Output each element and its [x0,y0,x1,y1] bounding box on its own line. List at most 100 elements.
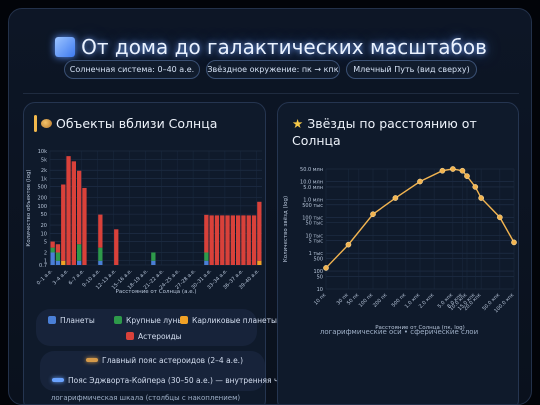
y-tick-label: 100 [313,269,323,275]
page-title-text: От дома до галактических масштабов [81,35,487,59]
y-axis-label: Количество звёзд (log) [283,196,289,262]
bar-segment [236,215,241,265]
y-tick-label: 100 тыс [302,215,323,221]
page-title: От дома до галактических масштабов [9,35,531,59]
x-axis-label: Расстояние от Солнца (пк, log) [375,325,465,331]
data-point [459,167,466,174]
card-stars-distance: ★ Звёзды по расстоянию от Солнца 50.0 млн… [277,102,519,404]
y-tick-label: 0.7 [39,263,47,269]
bar-segment [214,215,220,265]
legend-moons-label: Крупные луны [126,316,184,325]
y-tick-label: 1 [44,259,47,265]
y-tick-label: 500 тыс [302,203,323,209]
bar-chart: 10k 5k 2k 1k 500 200 100 50 20 10 5 2 10.7 Количество… [26,149,262,295]
data-point [345,241,352,248]
legend-asteroids-swatch [126,332,134,340]
y-tick-label: 1 тыс [309,251,324,257]
y-tick-label: 2 [44,250,47,256]
y-tick-label: 50 [317,274,323,280]
bar-segment [61,260,66,265]
y-tick-label: 20 [41,223,47,229]
data-point [478,195,484,201]
y-tick-label: 200 [37,196,47,202]
bar-segment [225,215,230,265]
bar-segment [230,215,235,265]
planet-emoji-icon [41,119,52,128]
data-point [464,173,470,179]
bar-segment [151,260,156,265]
bar-segment [257,201,262,261]
bar-segment [251,215,257,265]
x-tick-label: 2.0 кпк [418,292,436,310]
y-tick-label: 500 [313,257,323,263]
bar-segment [50,247,55,253]
bar-segment [98,214,103,248]
card-nearby-objects: Объекты вблизи Солнца 10k 5k 2k 1k 500 200 100… [23,102,296,404]
x-axis-label: Расстояние от Солнца (а.е.) [116,289,197,295]
card-title-stars-text: Звёзды по расстоянию от Солнца [292,116,477,148]
pill-solar-system[interactable]: Солнечная система: 0–40 а.е. [64,60,200,79]
y-tick-label: 2k [41,168,47,174]
data-point [497,214,503,221]
y-tick-label: 100 [37,204,47,210]
data-point [370,211,376,218]
bar-segment [241,215,246,265]
legend-dwarfs[interactable]: Карликовые планеты [180,316,277,325]
card-accent [34,115,37,132]
y-tick-label: 50 тыс [305,221,323,227]
y-tick-label: 10k [38,149,47,155]
legend-planets-label: Планеты [60,316,95,325]
bar-segment [220,215,225,265]
legend-dwarfs-label: Карликовые планеты [192,316,277,325]
bar-segment [55,260,61,265]
data-point [417,178,423,185]
bands-legend: Главный пояс астероидов (2–4 а.е.) Пояс … [40,351,296,391]
legend-asteroids-label: Астероиды [138,332,182,341]
app-window: От дома до галактических масштабов Солне… [8,8,532,405]
divider [23,93,519,94]
data-point [450,166,456,172]
pill-stellar-neighborhood[interactable]: Звёздное окружение: пк → кпк [206,60,340,79]
bar-segment [77,244,82,261]
legend-dwarfs-swatch [180,316,188,324]
pill-milky-way[interactable]: Млечный Путь (вид сверху) [346,60,477,79]
bar-segment [50,252,55,265]
legend-asteroids[interactable]: Астероиды [126,332,182,341]
y-tick-label: 10.0 млн [300,180,323,186]
bar-segment [82,187,87,265]
y-tick-label: 10 [317,287,323,293]
legend-planets[interactable]: Планеты [48,316,95,325]
x-tick-label: 3–4 а.е. [52,268,71,287]
data-point [392,195,399,201]
bar-segment [209,215,214,265]
y-tick-label: 1k [41,176,47,182]
card-title-nearby: Объекты вблизи Солнца [41,115,217,132]
band-main-belt[interactable]: Главный пояс астероидов (2–4 а.е.) [86,356,243,365]
band-main-belt-swatch [86,358,98,362]
galaxy-cube-icon [55,37,76,57]
bar-segment [114,229,119,265]
bar-segment [98,247,103,261]
band-kuiper-belt-swatch [52,378,64,382]
y-tick-label: 5.0 млн [303,185,323,191]
bar-segment [246,215,251,265]
data-point [323,265,329,271]
card-title-nearby-text: Объекты вблизи Солнца [56,116,218,131]
left-footnote: логарифмическая шкала (столбцы с накопле… [50,394,241,402]
band-kuiper-belt-label: Пояс Эджворта-Койпера (30–50 а.е.) — вну… [68,376,296,385]
x-tick-label: 100 пк [358,292,375,309]
x-tick-label: 200 пк [372,292,389,309]
y-tick-label: 1.0 млн [303,197,323,203]
band-kuiper-belt[interactable]: Пояс Эджворта-Койпера (30–50 а.е.) — вну… [52,376,296,385]
bar-segment [71,161,76,265]
bar-segment [77,260,82,265]
y-axis-label: Количество объектов (log) [26,169,32,246]
bar-segment [61,184,66,261]
bar-segment [98,260,103,265]
data-point [439,167,446,174]
legend-moons[interactable]: Крупные луны [114,316,183,325]
bar-segment [50,241,55,248]
band-main-belt-label: Главный пояс астероидов (2–4 а.е.) [102,356,243,365]
y-tick-label: 500 [37,185,47,191]
